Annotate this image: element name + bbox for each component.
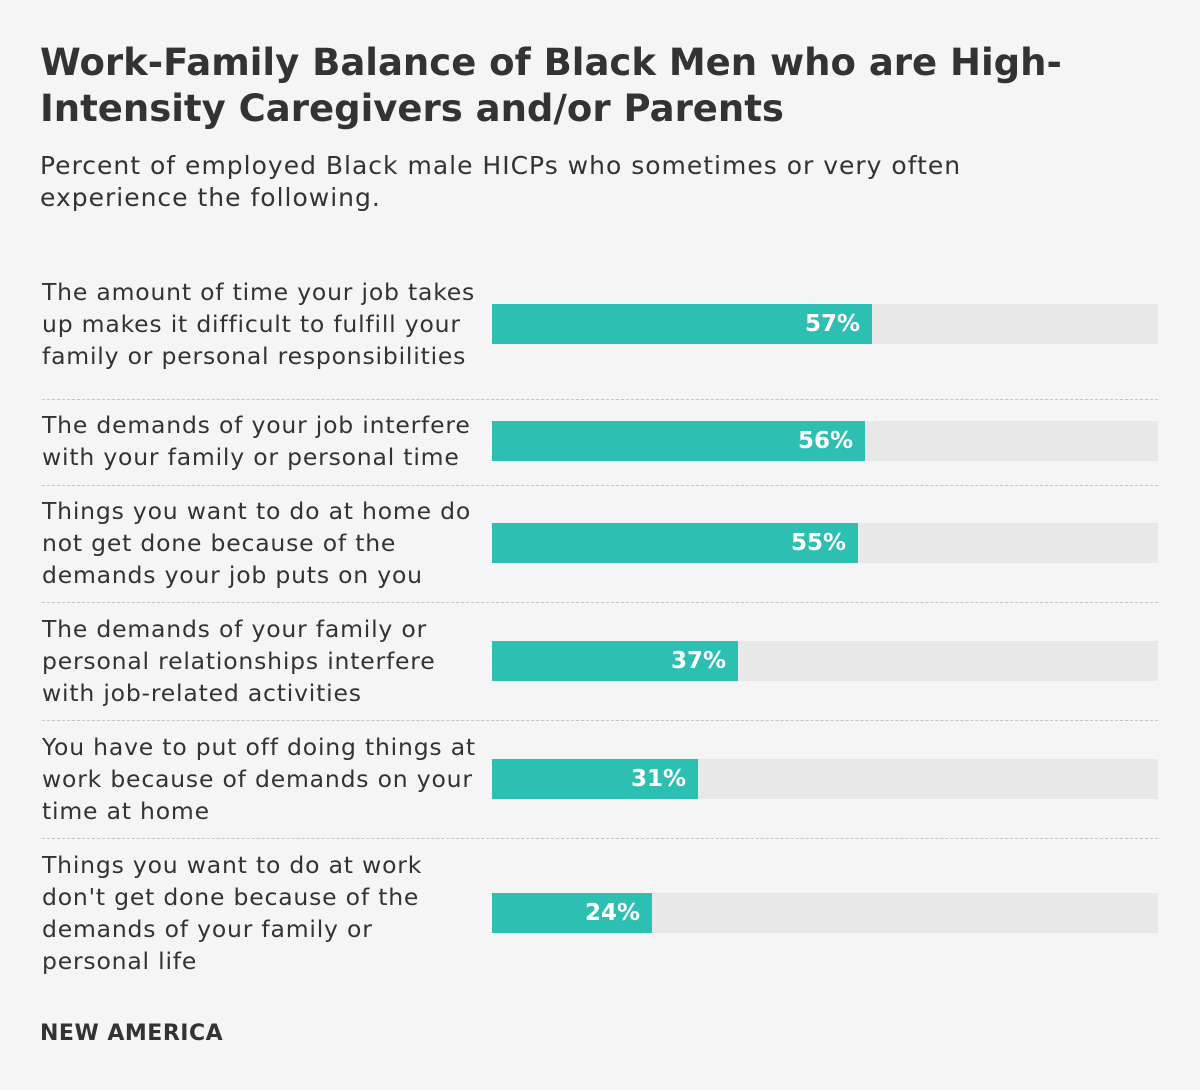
data-label: 31% <box>630 766 686 792</box>
data-label: 56% <box>797 428 853 454</box>
category-label: Things you want to do at work don't get … <box>42 851 423 975</box>
category-label: The demands of your job interfere with y… <box>42 411 471 471</box>
category-label: Things you want to do at home do not get… <box>42 497 472 589</box>
data-label: 55% <box>790 530 846 556</box>
bar-track: 56% <box>492 421 1158 461</box>
category-label: The demands of your family or personal r… <box>42 615 436 707</box>
chart-title: Work-Family Balance of Black Men who are… <box>40 41 1062 130</box>
category-label: You have to put off doing things at work… <box>42 733 476 825</box>
row-divider <box>42 720 1158 721</box>
bar <box>492 304 872 344</box>
bar-track: 37% <box>492 641 1158 681</box>
bar <box>492 641 738 681</box>
brand-logo-text: NEW AMERICA <box>40 1021 224 1046</box>
row-divider <box>42 399 1158 400</box>
bar-track: 24% <box>492 893 1158 933</box>
bar-chart: The amount of time your job takes up mak… <box>0 250 1200 990</box>
data-label: 24% <box>584 900 640 926</box>
bar <box>492 523 858 563</box>
data-label: 37% <box>670 648 726 674</box>
bar <box>492 421 865 461</box>
bar <box>492 893 652 933</box>
category-label: The amount of time your job takes up mak… <box>42 278 476 370</box>
row-divider <box>42 838 1158 839</box>
row-divider <box>42 485 1158 486</box>
bar-track: 31% <box>492 759 1158 799</box>
row-divider <box>42 602 1158 603</box>
chart-subtitle: Percent of employed Black male HICPs who… <box>40 151 962 212</box>
bar-track: 57% <box>492 304 1158 344</box>
data-label: 57% <box>804 311 860 337</box>
bar-track: 55% <box>492 523 1158 563</box>
bar <box>492 759 698 799</box>
